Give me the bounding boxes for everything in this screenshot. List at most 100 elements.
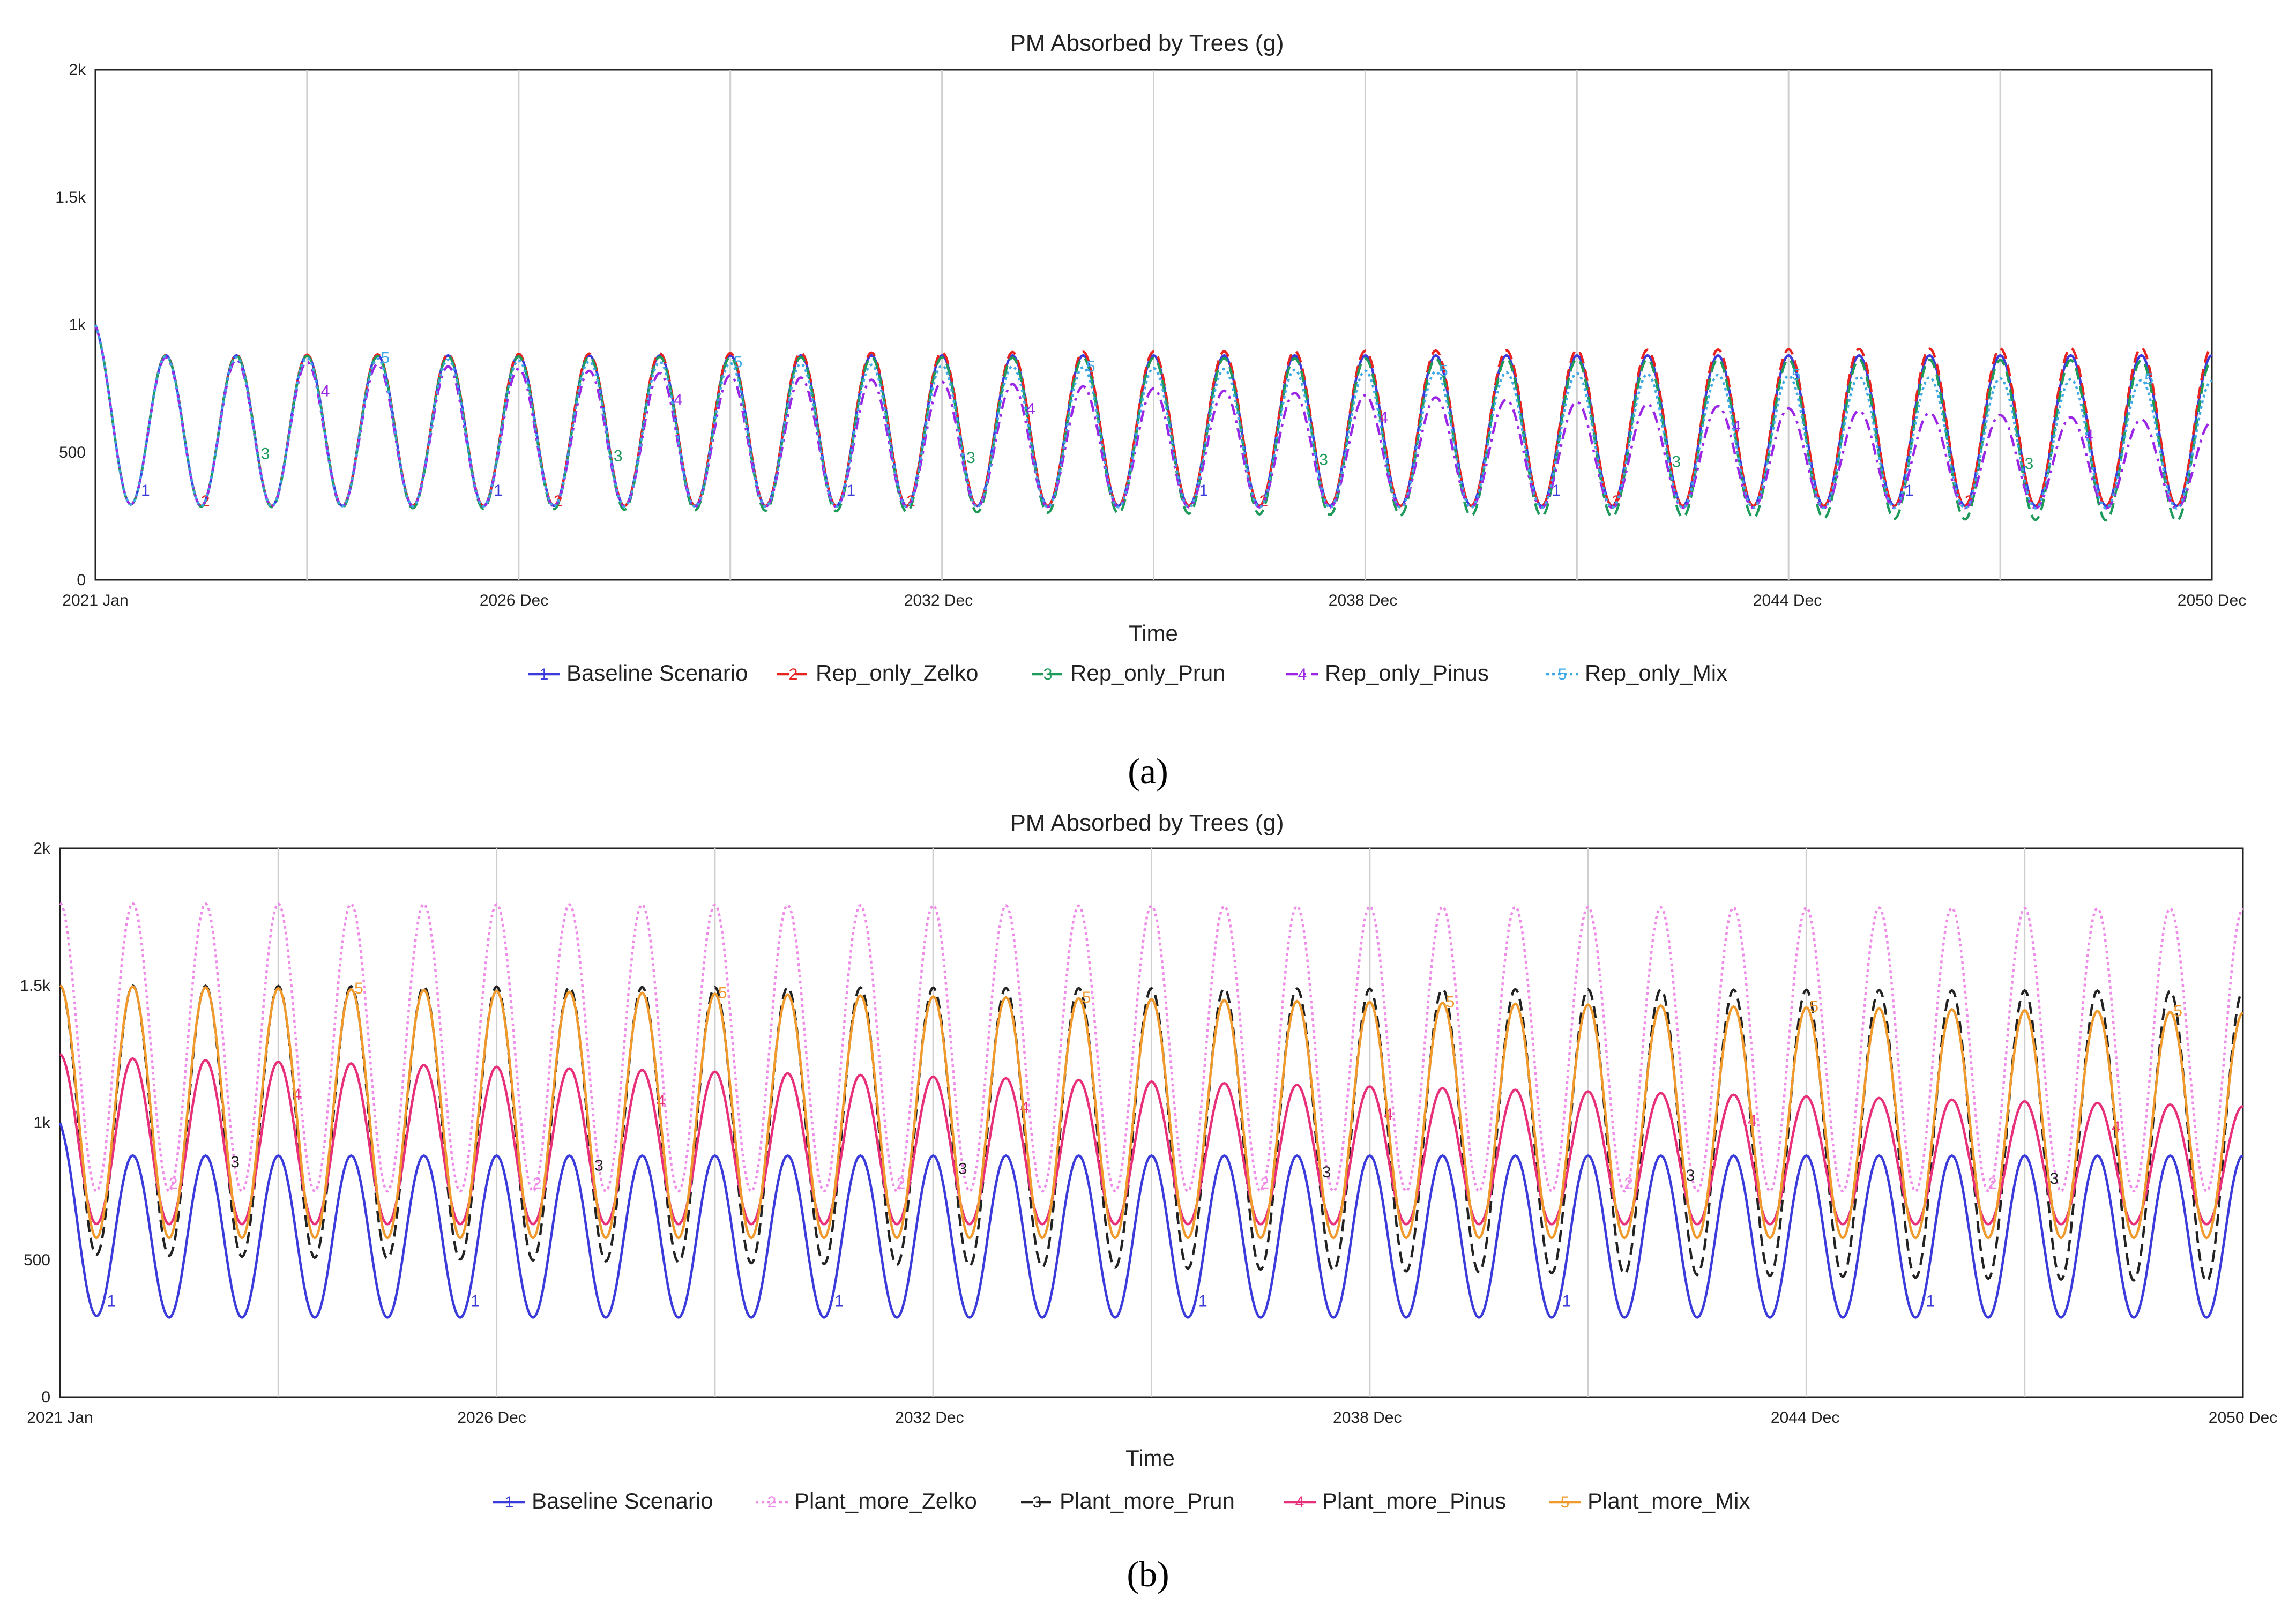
series-marker-5: 5 [354,980,363,997]
series-line-5 [94,324,2212,510]
series-marker-5: 5 [1439,362,1448,379]
series-marker-5: 5 [2173,1002,2182,1020]
x-tick-label: 2038 Dec [1333,1409,1402,1427]
series-marker-4: 4 [1379,409,1388,427]
gridlines-b [277,848,2026,1397]
legend-number-5: 5 [1561,1494,1570,1511]
series-marker-3: 3 [614,447,623,465]
x-tick-label: 2032 Dec [904,592,973,609]
series-marker-1: 1 [846,482,855,499]
gridlines-a [306,70,2001,580]
legend-label-5: Plant_more_Mix [1587,1488,1750,1513]
x-axis-label-b: Time [1125,1445,1175,1471]
chart-title-b: PM Absorbed by Trees (g) [1010,810,1284,836]
series-marker-2: 2 [1624,1175,1633,1192]
series-marker-5: 5 [1446,993,1455,1011]
legend-a: 1 Baseline Scenario 2 Rep_only_Zelko 3 Rep_on… [528,660,1727,685]
legend-label-1: Baseline Scenario [566,660,748,685]
y-axis-ticks-b: 0 500 1k 1.5k 2k [20,840,51,1406]
series-marker-3: 3 [2049,1170,2059,1188]
legend-label-2: Rep_only_Zelko [816,660,979,685]
series-marker-3: 3 [1319,451,1328,469]
series-marker-5: 5 [381,349,390,367]
series-marker-2: 2 [897,1175,906,1192]
y-tick-label: 1k [33,1114,51,1132]
series-marker-3: 3 [2025,455,2034,473]
x-axis-label-a: Time [1129,621,1178,646]
x-tick-label: 2032 Dec [895,1409,964,1427]
series-marker-2: 2 [1988,1175,1997,1192]
y-tick-label: 2k [69,61,86,79]
legend-label-3: Rep_only_Prun [1070,660,1226,685]
y-tick-label: 500 [59,444,86,461]
x-tick-label: 2026 Dec [480,592,548,609]
legend-label-5: Rep_only_Mix [1585,660,1727,685]
series-marker-3: 3 [958,1160,967,1178]
x-tick-label: 2044 Dec [1753,592,1822,609]
series-line-5 [59,984,2243,1240]
legend-label-4: Rep_only_Pinus [1325,660,1489,685]
series-marker-1: 1 [494,482,503,499]
x-tick-label: 2026 Dec [457,1409,526,1427]
series-line-2 [59,901,2244,1193]
legend-label-1: Baseline Scenario [532,1488,713,1513]
y-tick-label: 0 [77,571,86,589]
series-marker-3: 3 [966,449,975,467]
series-marker-5: 5 [1086,357,1095,375]
x-tick-label: 2021 Jan [62,592,128,609]
series-line-4 [59,1053,2243,1226]
legend-number-5: 5 [1558,666,1567,683]
series-line-2 [94,324,2212,508]
x-tick-label: 2021 Jan [27,1409,93,1427]
series-marker-5: 5 [1792,366,1801,384]
series-marker-3: 3 [594,1156,603,1174]
series-marker-1: 1 [1562,1293,1571,1310]
legend-number-4: 4 [1298,666,1307,683]
legend-number-1: 1 [505,1494,514,1511]
legend-label-2: Plant_more_Zelko [794,1488,977,1513]
series-marker-5: 5 [718,984,727,1002]
panel-label-b: (b) [1127,1554,1169,1594]
series-line-4 [94,324,2212,510]
series-marker-1: 1 [1926,1293,1935,1310]
series-marker-4: 4 [1732,418,1741,436]
series-marker-1: 1 [107,1293,116,1310]
series-marker-1: 1 [834,1293,844,1310]
legend-label-4: Plant_more_Pinus [1322,1488,1506,1513]
legend-number-2: 2 [767,1494,777,1511]
y-tick-label: 0 [41,1389,50,1406]
series-marker-5: 5 [2144,370,2153,388]
legend-number-3: 3 [1033,1494,1042,1511]
y-tick-label: 1k [69,316,86,334]
series-marker-4: 4 [321,382,330,400]
series-line-1 [58,1122,2243,1319]
series-marker-5: 5 [1809,998,1818,1016]
series-marker-3: 3 [230,1153,240,1171]
legend-number-4: 4 [1295,1494,1304,1511]
series-marker-3: 3 [1672,453,1681,471]
panel-label-a: (a) [1128,751,1168,792]
series-marker-5: 5 [734,353,743,371]
legend-label-3: Plant_more_Prun [1060,1488,1235,1513]
legend-number-3: 3 [1043,666,1053,683]
series-line-3 [94,324,2212,523]
series-marker-1: 1 [471,1293,480,1310]
chart-title-a: PM Absorbed by Trees (g) [1010,30,1284,56]
x-tick-label: 2050 Dec [2178,592,2246,609]
series-marker-3: 3 [1686,1167,1695,1184]
x-tick-label: 2044 Dec [1771,1409,1839,1427]
x-tick-label: 2050 Dec [2209,1409,2277,1427]
series-marker-3: 3 [261,445,270,463]
series-line-3 [59,984,2244,1283]
legend-b: 1 Baseline Scenario 2 Plant_more_Zelko 3 Plan… [493,1488,1750,1513]
y-tick-label: 1.5k [20,977,51,995]
y-tick-label: 2k [33,840,51,857]
x-axis-ticks-b: 2021 Jan 2026 Dec 2032 Dec 2038 Dec 2044 Dec… [27,1409,2277,1427]
series-marker-1: 1 [141,482,150,499]
series-marker-1: 1 [1552,482,1561,499]
x-axis-ticks-a: 2021 Jan 2026 Dec 2032 Dec 2038 Dec 2044 Dec… [62,592,2246,609]
x-tick-label: 2038 Dec [1329,592,1397,609]
